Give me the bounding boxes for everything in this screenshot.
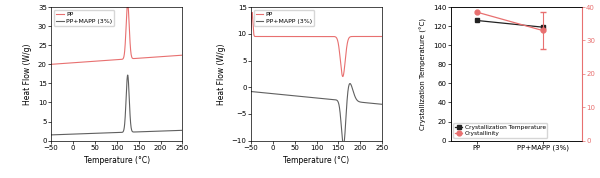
- X-axis label: Temperature (°C): Temperature (°C): [283, 156, 350, 165]
- Crystallization Temperature: [539, 26, 546, 28]
- Legend: Crystallization Temperature, Crystallinity: Crystallization Temperature, Crystallini…: [454, 123, 547, 138]
- Crystallinity: [473, 11, 481, 13]
- X-axis label: Temperature (°C): Temperature (°C): [83, 156, 150, 165]
- Y-axis label: Heat Flow (W/g): Heat Flow (W/g): [217, 43, 226, 105]
- Crystallization Temperature: [473, 19, 481, 22]
- Y-axis label: Heat Flow (W/g): Heat Flow (W/g): [23, 43, 32, 105]
- Y-axis label: Crystallization Temperature (°C): Crystallization Temperature (°C): [420, 18, 427, 130]
- Legend: PP, PP+MAPP (3%): PP, PP+MAPP (3%): [254, 10, 314, 26]
- Crystallinity: [539, 29, 546, 32]
- Legend: PP, PP+MAPP (3%): PP, PP+MAPP (3%): [54, 10, 114, 26]
- Line: Crystallization Temperature: Crystallization Temperature: [475, 18, 545, 29]
- Line: Crystallinity: Crystallinity: [475, 10, 545, 33]
